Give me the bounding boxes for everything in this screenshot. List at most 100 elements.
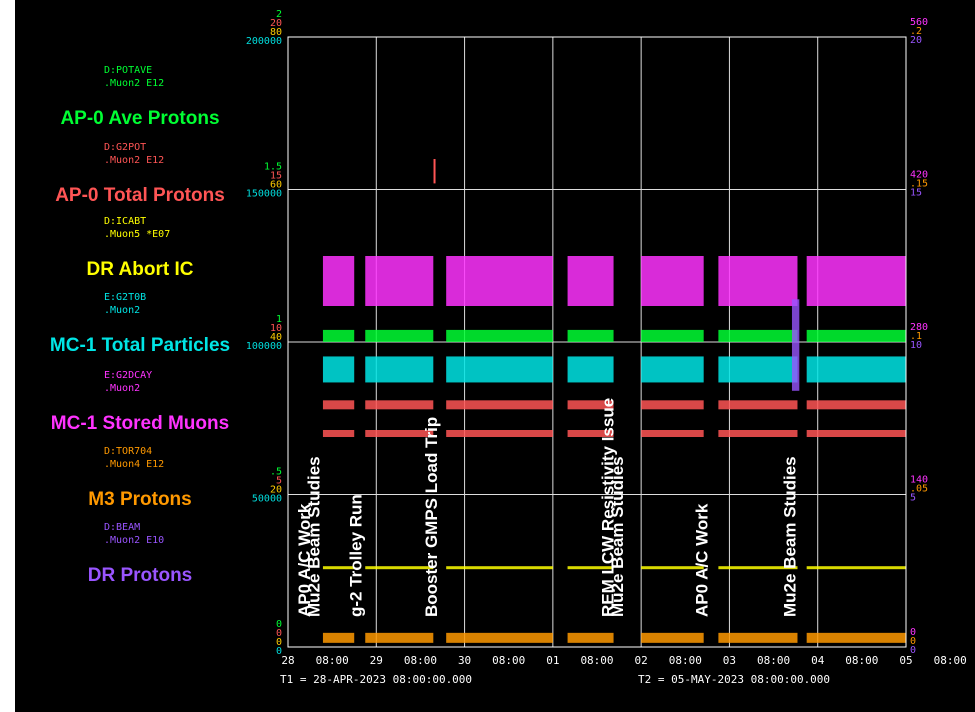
legend: D:POTAVE .Muon2 E12 AP-0 Ave Protons D:G2PO… [50, 65, 230, 586]
series-band [365, 400, 434, 410]
x-tick-label: 08:00 [934, 654, 967, 667]
annotation-3: Booster GMPS Load Trip [422, 417, 441, 617]
series-band [567, 256, 614, 306]
legend-label-0: AP-0 Ave Protons [60, 108, 219, 129]
series-band [322, 329, 355, 342]
legend-units-5: .Muon4 E12 [104, 459, 164, 470]
series-band [567, 632, 614, 643]
series-band [718, 430, 798, 437]
series-band [806, 566, 906, 570]
left-tick-label: 15 [270, 171, 282, 182]
series-band [641, 566, 704, 570]
legend-units-3: .Muon2 [104, 305, 140, 316]
left-tick-label: 100000 [246, 341, 282, 352]
left-tick-label: 200000 [246, 36, 282, 47]
x-tick-label: 08:00 [757, 654, 790, 667]
left-tick-label: 1.5 [264, 162, 282, 173]
series-band [718, 400, 798, 410]
annotation-2: g-2 Trolley Run [347, 494, 366, 617]
left-tick-label: 150000 [246, 189, 282, 200]
legend-units-6: .Muon2 E10 [104, 535, 164, 546]
series-band [806, 256, 906, 306]
right-tick-label: 280 [910, 322, 928, 333]
legend-device-2: D:ICABT [104, 216, 146, 227]
x-tick-label: 08:00 [404, 654, 437, 667]
series-band [446, 356, 553, 383]
x-tick-label: 05 [899, 654, 912, 667]
series-band [641, 400, 704, 410]
legend-device-0: D:POTAVE [104, 65, 152, 76]
t1-label: T1 = 28-APR-2023 08:00:00.000 [280, 673, 472, 686]
left-tick-label: 20 [270, 18, 282, 29]
legend-units-1: .Muon2 E12 [104, 155, 164, 166]
annotation-6: AP0 A/C Work [692, 503, 711, 617]
series-band [641, 430, 704, 437]
legend-units-2: .Muon5 *E07 [104, 229, 170, 240]
t2-label: T2 = 05-MAY-2023 08:00:00.000 [638, 673, 830, 686]
series-band [365, 329, 434, 342]
right-tick-label: 10 [910, 340, 922, 351]
left-axis: 220802000001.5156015000011040100000.5520… [246, 9, 282, 657]
series-band [806, 400, 906, 410]
series-band [567, 329, 614, 342]
left-tick-label: .5 [270, 467, 282, 478]
x-tick-label: 02 [635, 654, 648, 667]
left-tick-label: 0 [276, 619, 282, 630]
series-band [718, 329, 798, 342]
series-band [365, 566, 434, 570]
series-band [365, 632, 434, 643]
series-band [322, 632, 355, 643]
legend-device-4: E:G2DCAY [104, 370, 152, 381]
series-band [446, 329, 553, 342]
left-tick-label: 5 [276, 476, 282, 487]
series-band [322, 430, 355, 437]
data-series [322, 159, 906, 643]
series-band [446, 632, 553, 643]
series-band [641, 356, 704, 383]
left-tick-label: 1 [276, 314, 282, 325]
x-tick-label: 08:00 [492, 654, 525, 667]
legend-device-1: D:G2POT [104, 142, 146, 153]
right-tick-label: 20 [910, 35, 922, 46]
legend-label-4: MC-1 Stored Muons [51, 413, 229, 434]
x-tick-label: 30 [458, 654, 471, 667]
series-band [567, 356, 614, 383]
right-tick-label: .2 [910, 26, 922, 37]
right-tick-label: 140 [910, 475, 928, 486]
right-tick-label: 0 [910, 627, 916, 638]
series-band [322, 256, 355, 306]
series-band [718, 256, 798, 306]
series-band [365, 356, 434, 383]
series-band [322, 566, 355, 570]
right-tick-label: 420 [910, 170, 928, 181]
legend-label-5: M3 Protons [88, 489, 191, 510]
left-tick-label: 0 [276, 628, 282, 639]
plot-frame [287, 36, 907, 648]
right-tick-label: 0 [910, 645, 916, 656]
dr-protons-burst [791, 299, 800, 391]
left-tick-label: 20 [270, 485, 282, 496]
right-tick-label: 5 [910, 493, 916, 504]
series-band [718, 632, 798, 643]
series-band [567, 566, 614, 570]
series-band [718, 356, 798, 383]
series-band [446, 400, 553, 410]
series-band [806, 632, 906, 643]
x-tick-label: 08:00 [316, 654, 349, 667]
x-tick-label: 29 [370, 654, 383, 667]
series-band [718, 566, 798, 570]
black-panel [15, 0, 975, 712]
legend-label-1: AP-0 Total Protons [55, 185, 225, 206]
right-tick-label: .05 [910, 484, 928, 495]
x-tick-label: 04 [811, 654, 825, 667]
series-band [446, 566, 553, 570]
x-tick-label: 01 [546, 654, 559, 667]
grid [288, 37, 906, 647]
legend-label-6: DR Protons [88, 565, 193, 586]
series-band [365, 430, 434, 437]
annotation-1: Mu2e Beam Studies [304, 456, 323, 617]
series-band [806, 430, 906, 437]
